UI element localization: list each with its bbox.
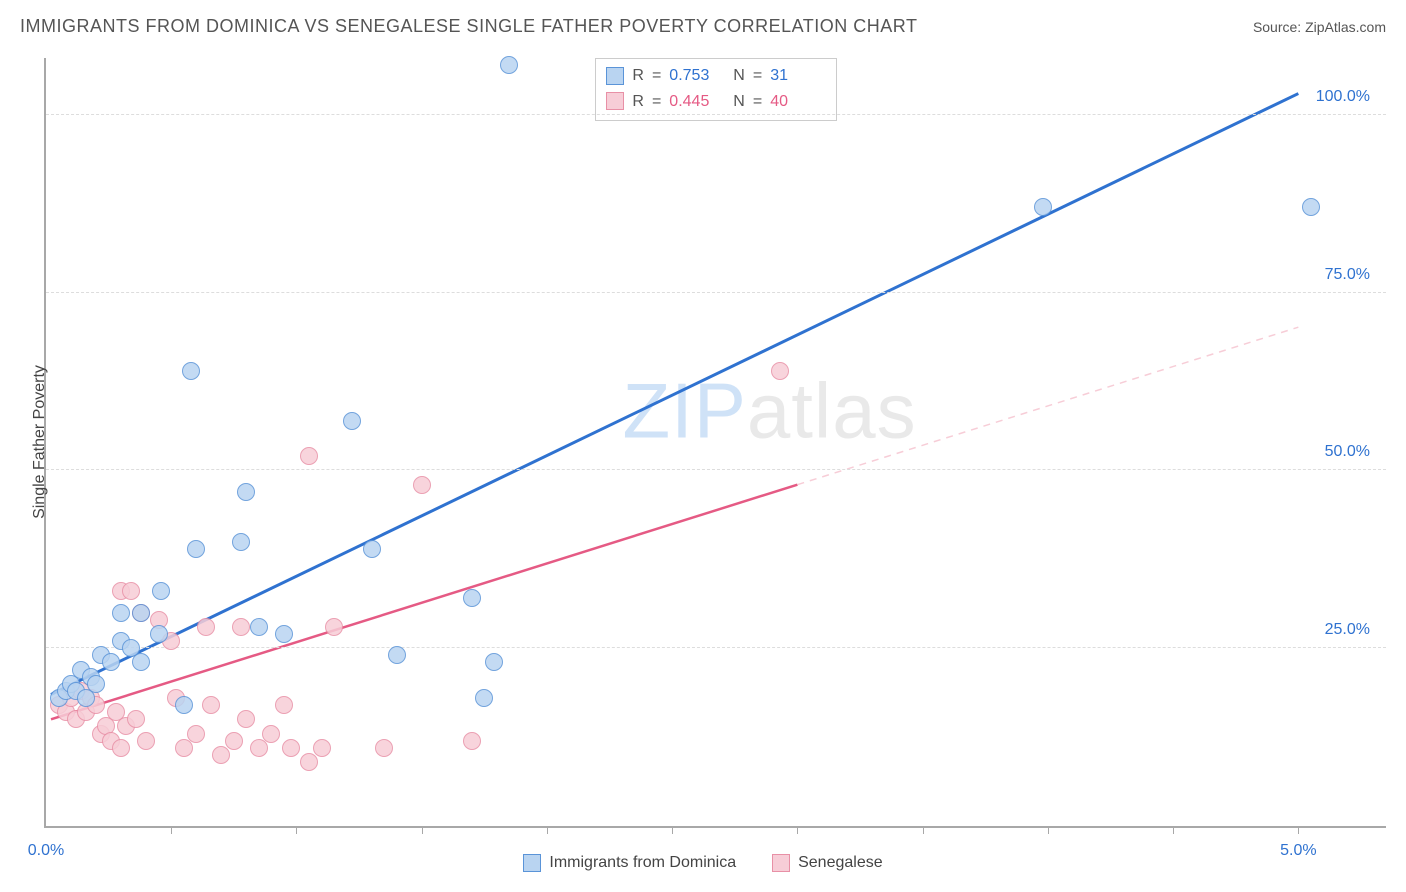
legend-n-label: N (733, 89, 745, 115)
source-attribution: Source: ZipAtlas.com (1253, 19, 1386, 35)
data-point-dominica (132, 604, 150, 622)
x-tick-mark (1298, 826, 1299, 834)
equals-sign: = (753, 63, 762, 89)
legend-n-value-dominica: 31 (770, 63, 826, 89)
x-tick-mark (797, 826, 798, 834)
legend-series-name-senegalese: Senegalese (798, 854, 883, 872)
legend-r-label: R (632, 89, 644, 115)
data-point-dominica (102, 653, 120, 671)
data-point-senegalese (275, 696, 293, 714)
source-name: ZipAtlas.com (1305, 19, 1386, 35)
legend-n-value-senegalese: 40 (770, 89, 826, 115)
data-point-senegalese (413, 476, 431, 494)
data-point-dominica (152, 582, 170, 600)
trendline-dominica (51, 94, 1298, 695)
data-point-senegalese (187, 725, 205, 743)
legend-row-senegalese: R = 0.445 N = 40 (606, 89, 826, 115)
legend-r-value-senegalese: 0.445 (669, 89, 725, 115)
data-point-senegalese (282, 739, 300, 757)
data-point-dominica (112, 604, 130, 622)
y-tick-label: 75.0% (1325, 266, 1370, 284)
data-point-dominica (250, 618, 268, 636)
data-point-dominica (182, 362, 200, 380)
x-tick-mark (422, 826, 423, 834)
data-point-senegalese (225, 732, 243, 750)
legend-correlation: R = 0.753 N = 31 R = 0.445 N = 40 (595, 58, 837, 121)
legend-r-value-dominica: 0.753 (669, 63, 725, 89)
data-point-senegalese (232, 618, 250, 636)
data-point-dominica (275, 625, 293, 643)
equals-sign: = (753, 89, 762, 115)
data-point-senegalese (127, 710, 145, 728)
data-point-dominica (132, 653, 150, 671)
data-point-dominica (388, 646, 406, 664)
data-point-senegalese (137, 732, 155, 750)
data-point-senegalese (325, 618, 343, 636)
legend-series-name-dominica: Immigrants from Dominica (549, 854, 736, 872)
data-point-senegalese (212, 746, 230, 764)
data-point-senegalese (250, 739, 268, 757)
equals-sign: = (652, 63, 661, 89)
data-point-senegalese (262, 725, 280, 743)
x-tick-mark (923, 826, 924, 834)
legend-series-senegalese: Senegalese (772, 854, 883, 872)
data-point-senegalese (122, 582, 140, 600)
legend-series-dominica: Immigrants from Dominica (523, 854, 736, 872)
data-point-dominica (187, 540, 205, 558)
legend-swatch-senegalese (606, 92, 624, 110)
data-point-senegalese (300, 447, 318, 465)
legend-swatch-senegalese (772, 854, 790, 872)
data-point-senegalese (237, 710, 255, 728)
legend-row-dominica: R = 0.753 N = 31 (606, 63, 826, 89)
data-point-dominica (363, 540, 381, 558)
y-tick-label: 25.0% (1325, 621, 1370, 639)
data-point-dominica (475, 689, 493, 707)
legend-n-label: N (733, 63, 745, 89)
data-point-dominica (175, 696, 193, 714)
x-tick-mark (1173, 826, 1174, 834)
data-point-dominica (463, 589, 481, 607)
chart-plot-area: Single Father Poverty ZIPatlas R=0.753N=… (44, 58, 1386, 828)
data-point-dominica (87, 675, 105, 693)
gridline (46, 469, 1386, 470)
data-point-senegalese (375, 739, 393, 757)
x-tick-mark (296, 826, 297, 834)
chart-title: IMMIGRANTS FROM DOMINICA VS SENEGALESE S… (20, 16, 917, 37)
legend-swatch-dominica (523, 854, 541, 872)
data-point-senegalese (175, 739, 193, 757)
legend-series: Immigrants from Dominica Senegalese (0, 854, 1406, 872)
trendline-extension-senegalese (797, 327, 1298, 484)
data-point-senegalese (771, 362, 789, 380)
trendline-senegalese (51, 485, 797, 720)
x-tick-mark (672, 826, 673, 834)
data-point-dominica (150, 625, 168, 643)
data-point-dominica (1034, 198, 1052, 216)
data-point-dominica (1302, 198, 1320, 216)
x-tick-mark (171, 826, 172, 834)
data-point-senegalese (463, 732, 481, 750)
x-tick-mark (1048, 826, 1049, 834)
legend-r-label: R (632, 63, 644, 89)
y-tick-label: 50.0% (1325, 443, 1370, 461)
data-point-dominica (343, 412, 361, 430)
equals-sign: = (652, 89, 661, 115)
x-tick-mark (547, 826, 548, 834)
data-point-senegalese (313, 739, 331, 757)
data-point-senegalese (300, 753, 318, 771)
data-point-senegalese (197, 618, 215, 636)
y-tick-label: 100.0% (1316, 88, 1370, 106)
data-point-dominica (232, 533, 250, 551)
data-point-dominica (485, 653, 503, 671)
data-point-dominica (500, 56, 518, 74)
source-prefix: Source: (1253, 19, 1305, 35)
gridline (46, 292, 1386, 293)
gridline (46, 114, 1386, 115)
data-point-senegalese (112, 739, 130, 757)
gridline (46, 647, 1386, 648)
data-point-senegalese (202, 696, 220, 714)
title-bar: IMMIGRANTS FROM DOMINICA VS SENEGALESE S… (20, 16, 1386, 37)
legend-swatch-dominica (606, 67, 624, 85)
data-point-dominica (237, 483, 255, 501)
